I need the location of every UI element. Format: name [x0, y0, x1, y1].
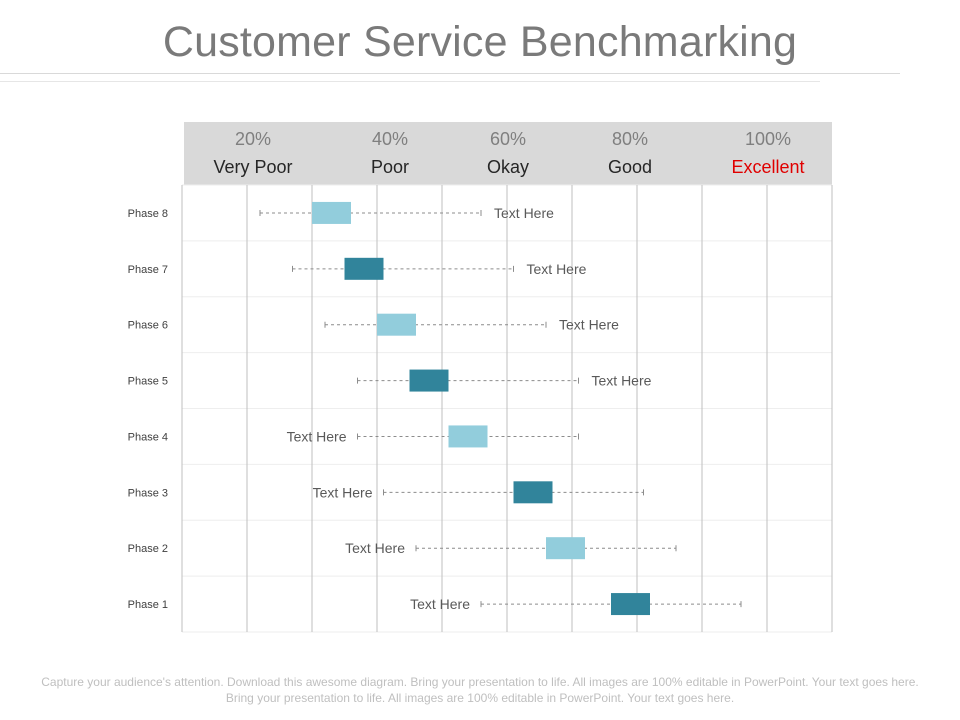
phase-note: Text Here	[559, 317, 619, 333]
range-box	[344, 257, 384, 280]
page-title: Customer Service Benchmarking	[162, 18, 798, 66]
scale-percent: 60%	[489, 129, 527, 149]
scale-label: Poor	[370, 157, 410, 177]
phase-note: Text Here	[410, 596, 470, 612]
phase-note: Text Here	[313, 484, 373, 500]
phase-note: Text Here	[287, 428, 347, 444]
phase-label: Phase 5	[128, 376, 168, 388]
range-box	[611, 593, 650, 616]
scale-percent: 100%	[744, 129, 792, 149]
scale-percent: 40%	[371, 129, 409, 149]
phase-label: Phase 6	[128, 320, 168, 332]
phase-note: Text Here	[345, 540, 405, 556]
phase-note: Text Here	[494, 205, 554, 221]
range-box	[377, 313, 416, 336]
phase-label: Phase 1	[128, 599, 168, 611]
scale-label: Okay	[486, 157, 529, 177]
footer-caption: Capture your audience's attention. Downl…	[41, 675, 919, 705]
scale-percent: 20%	[234, 129, 272, 149]
phase-note: Text Here	[527, 261, 587, 277]
phase-label: Phase 2	[128, 543, 168, 555]
phase-note: Text Here	[592, 373, 652, 389]
range-box	[513, 481, 553, 504]
range-box	[448, 425, 488, 448]
scale-label: Very Poor	[213, 157, 293, 177]
scale-label-highlight: Excellent	[731, 157, 805, 177]
range-box	[409, 369, 449, 392]
title-divider	[0, 73, 900, 74]
phase-label: Phase 7	[128, 264, 168, 276]
phase-label: Phase 4	[128, 431, 168, 443]
scale-percent: 80%	[611, 129, 649, 149]
range-box	[312, 201, 351, 224]
title-divider-secondary	[0, 81, 820, 82]
scale-label: Good	[607, 157, 653, 177]
phase-label: Phase 3	[128, 487, 168, 499]
range-box	[546, 537, 585, 560]
rating-scale-header: 20% Very Poor 40% Poor 60% Okay 80% Good…	[184, 122, 832, 185]
phase-label: Phase 8	[128, 208, 168, 220]
